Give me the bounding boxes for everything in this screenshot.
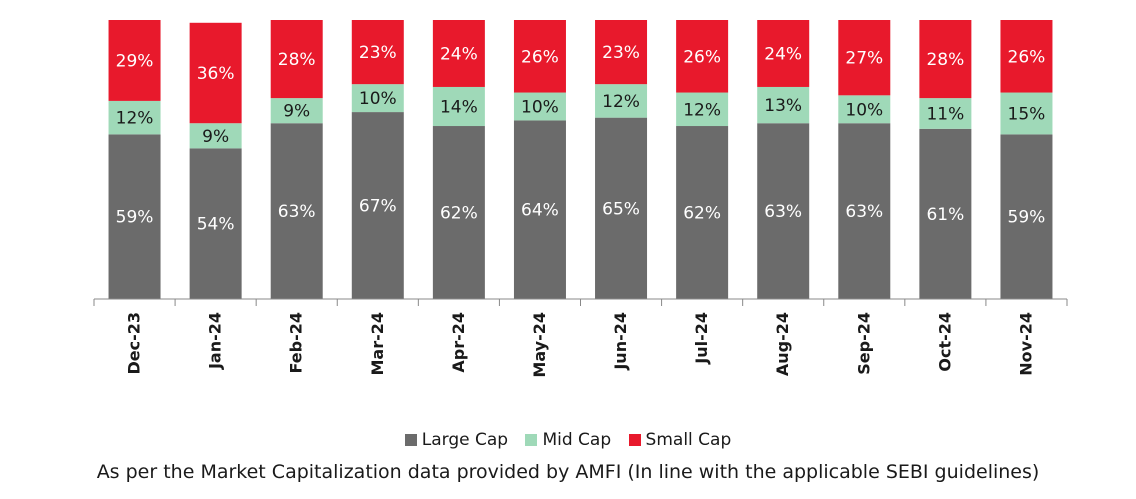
data-label-small-cap-mar-24: 23% <box>359 43 397 63</box>
bar-small-cap-aug-24 <box>757 20 810 87</box>
bar-small-cap-nov-24 <box>1000 20 1053 93</box>
data-label-large-cap-jul-24: 62% <box>683 204 721 224</box>
x-tick-label-sep-24: Sep-24 <box>854 312 873 375</box>
data-label-mid-cap-sep-24: 10% <box>845 100 883 120</box>
data-label-large-cap-oct-24: 61% <box>926 205 964 225</box>
x-tick-label-jan-24: Jan-24 <box>206 312 225 370</box>
data-label-small-cap-dec-23: 29% <box>116 51 154 71</box>
bar-small-cap-feb-24 <box>270 20 323 99</box>
legend-item-mid-cap: Mid Cap <box>525 430 611 450</box>
legend-label-large-cap: Large Cap <box>421 430 509 450</box>
bar-mid-cap-feb-24 <box>270 98 323 124</box>
data-label-mid-cap-feb-24: 9% <box>283 102 310 122</box>
bar-mid-cap-may-24 <box>513 92 566 121</box>
bar-large-cap-jul-24 <box>676 126 729 300</box>
bar-large-cap-jun-24 <box>595 117 648 300</box>
stacked-bar-chart: 59% 12% 29% 54% 9% 36% 63% 9% 28% 67% 10% 23% 62% 14%… <box>93 20 1068 378</box>
bar-large-cap-sep-24 <box>838 123 891 299</box>
bar-mid-cap-jan-24 <box>189 123 242 149</box>
data-label-small-cap-jun-24: 23% <box>602 43 640 63</box>
legend-swatch-large-cap <box>404 434 417 446</box>
bar-small-cap-dec-23 <box>108 20 161 101</box>
bar-small-cap-jul-24 <box>676 20 729 93</box>
bar-large-cap-oct-24 <box>919 128 972 299</box>
bar-mid-cap-dec-23 <box>108 100 161 135</box>
data-label-mid-cap-nov-24: 15% <box>1008 104 1046 124</box>
x-tick-label-mar-24: Mar-24 <box>368 312 387 376</box>
data-label-mid-cap-aug-24: 13% <box>764 96 802 116</box>
bar-mid-cap-aug-24 <box>757 86 810 124</box>
bar-large-cap-aug-24 <box>757 123 810 299</box>
data-label-large-cap-sep-24: 63% <box>845 202 883 222</box>
data-label-large-cap-aug-24: 63% <box>764 202 802 222</box>
x-tick-label-feb-24: Feb-24 <box>287 312 306 374</box>
data-label-mid-cap-may-24: 10% <box>521 97 559 117</box>
bar-large-cap-dec-23 <box>108 134 161 299</box>
legend-swatch-mid-cap <box>525 434 538 446</box>
data-label-small-cap-nov-24: 26% <box>1008 47 1046 67</box>
bar-small-cap-may-24 <box>513 20 566 93</box>
data-label-mid-cap-jul-24: 12% <box>683 100 721 120</box>
bar-mid-cap-oct-24 <box>919 98 972 129</box>
data-label-large-cap-jan-24: 54% <box>197 215 235 235</box>
bar-small-cap-sep-24 <box>838 20 891 96</box>
data-label-small-cap-feb-24: 28% <box>278 50 316 70</box>
data-label-small-cap-may-24: 26% <box>521 47 559 67</box>
x-tick-label-oct-24: Oct-24 <box>935 312 954 372</box>
data-label-small-cap-apr-24: 24% <box>440 44 478 64</box>
data-label-large-cap-mar-24: 67% <box>359 197 397 217</box>
data-label-mid-cap-oct-24: 11% <box>926 104 964 124</box>
legend-label-mid-cap: Mid Cap <box>542 430 612 450</box>
x-tick-label-may-24: May-24 <box>530 312 549 378</box>
bar-large-cap-jan-24 <box>189 148 242 299</box>
bar-mid-cap-apr-24 <box>432 86 485 127</box>
x-tick-label-jun-24: Jun-24 <box>611 312 630 371</box>
data-label-mid-cap-dec-23: 12% <box>116 109 154 129</box>
data-label-small-cap-jul-24: 26% <box>683 47 721 67</box>
data-label-small-cap-oct-24: 28% <box>926 50 964 70</box>
bar-large-cap-may-24 <box>513 120 566 299</box>
data-label-large-cap-feb-24: 63% <box>278 202 316 222</box>
data-label-mid-cap-apr-24: 14% <box>440 97 478 117</box>
data-label-large-cap-nov-24: 59% <box>1008 208 1046 228</box>
bar-mid-cap-jun-24 <box>595 84 648 118</box>
legend-item-small-cap: Small Cap <box>628 430 732 450</box>
x-tick-label-dec-23: Dec-23 <box>125 312 144 375</box>
bar-mid-cap-nov-24 <box>1000 92 1053 135</box>
bar-small-cap-jun-24 <box>595 20 648 85</box>
bar-small-cap-jan-24 <box>189 22 242 124</box>
bar-small-cap-apr-24 <box>432 20 485 87</box>
data-label-large-cap-dec-23: 59% <box>116 208 154 228</box>
data-label-large-cap-jun-24: 65% <box>602 199 640 219</box>
data-label-large-cap-apr-24: 62% <box>440 204 478 224</box>
data-label-large-cap-may-24: 64% <box>521 201 559 221</box>
legend-item-large-cap: Large Cap <box>404 430 509 450</box>
bar-large-cap-feb-24 <box>270 123 323 299</box>
footnote: As per the Market Capitalization data pr… <box>96 461 1040 483</box>
data-label-small-cap-aug-24: 24% <box>764 44 802 64</box>
data-label-small-cap-jan-24: 36% <box>197 64 235 84</box>
legend-swatch-small-cap <box>628 434 641 446</box>
data-label-mid-cap-jan-24: 9% <box>202 127 229 147</box>
x-tick-label-apr-24: Apr-24 <box>449 312 468 373</box>
legend: Large Cap Mid Cap Small Cap <box>0 430 1136 451</box>
bar-large-cap-nov-24 <box>1000 134 1053 299</box>
bar-large-cap-mar-24 <box>351 112 404 299</box>
x-tick-label-nov-24: Nov-24 <box>1016 312 1035 376</box>
bar-small-cap-mar-24 <box>351 20 404 85</box>
bar-large-cap-apr-24 <box>432 126 485 300</box>
x-tick-label-aug-24: Aug-24 <box>773 312 792 376</box>
data-label-mid-cap-mar-24: 10% <box>359 89 397 109</box>
data-label-small-cap-sep-24: 27% <box>845 49 883 69</box>
x-tick-label-jul-24: Jul-24 <box>692 312 711 365</box>
bar-mid-cap-mar-24 <box>351 84 404 113</box>
bar-mid-cap-jul-24 <box>676 92 729 127</box>
legend-label-small-cap: Small Cap <box>645 430 732 450</box>
data-label-mid-cap-jun-24: 12% <box>602 92 640 112</box>
bar-mid-cap-sep-24 <box>838 95 891 124</box>
bar-small-cap-oct-24 <box>919 20 972 99</box>
